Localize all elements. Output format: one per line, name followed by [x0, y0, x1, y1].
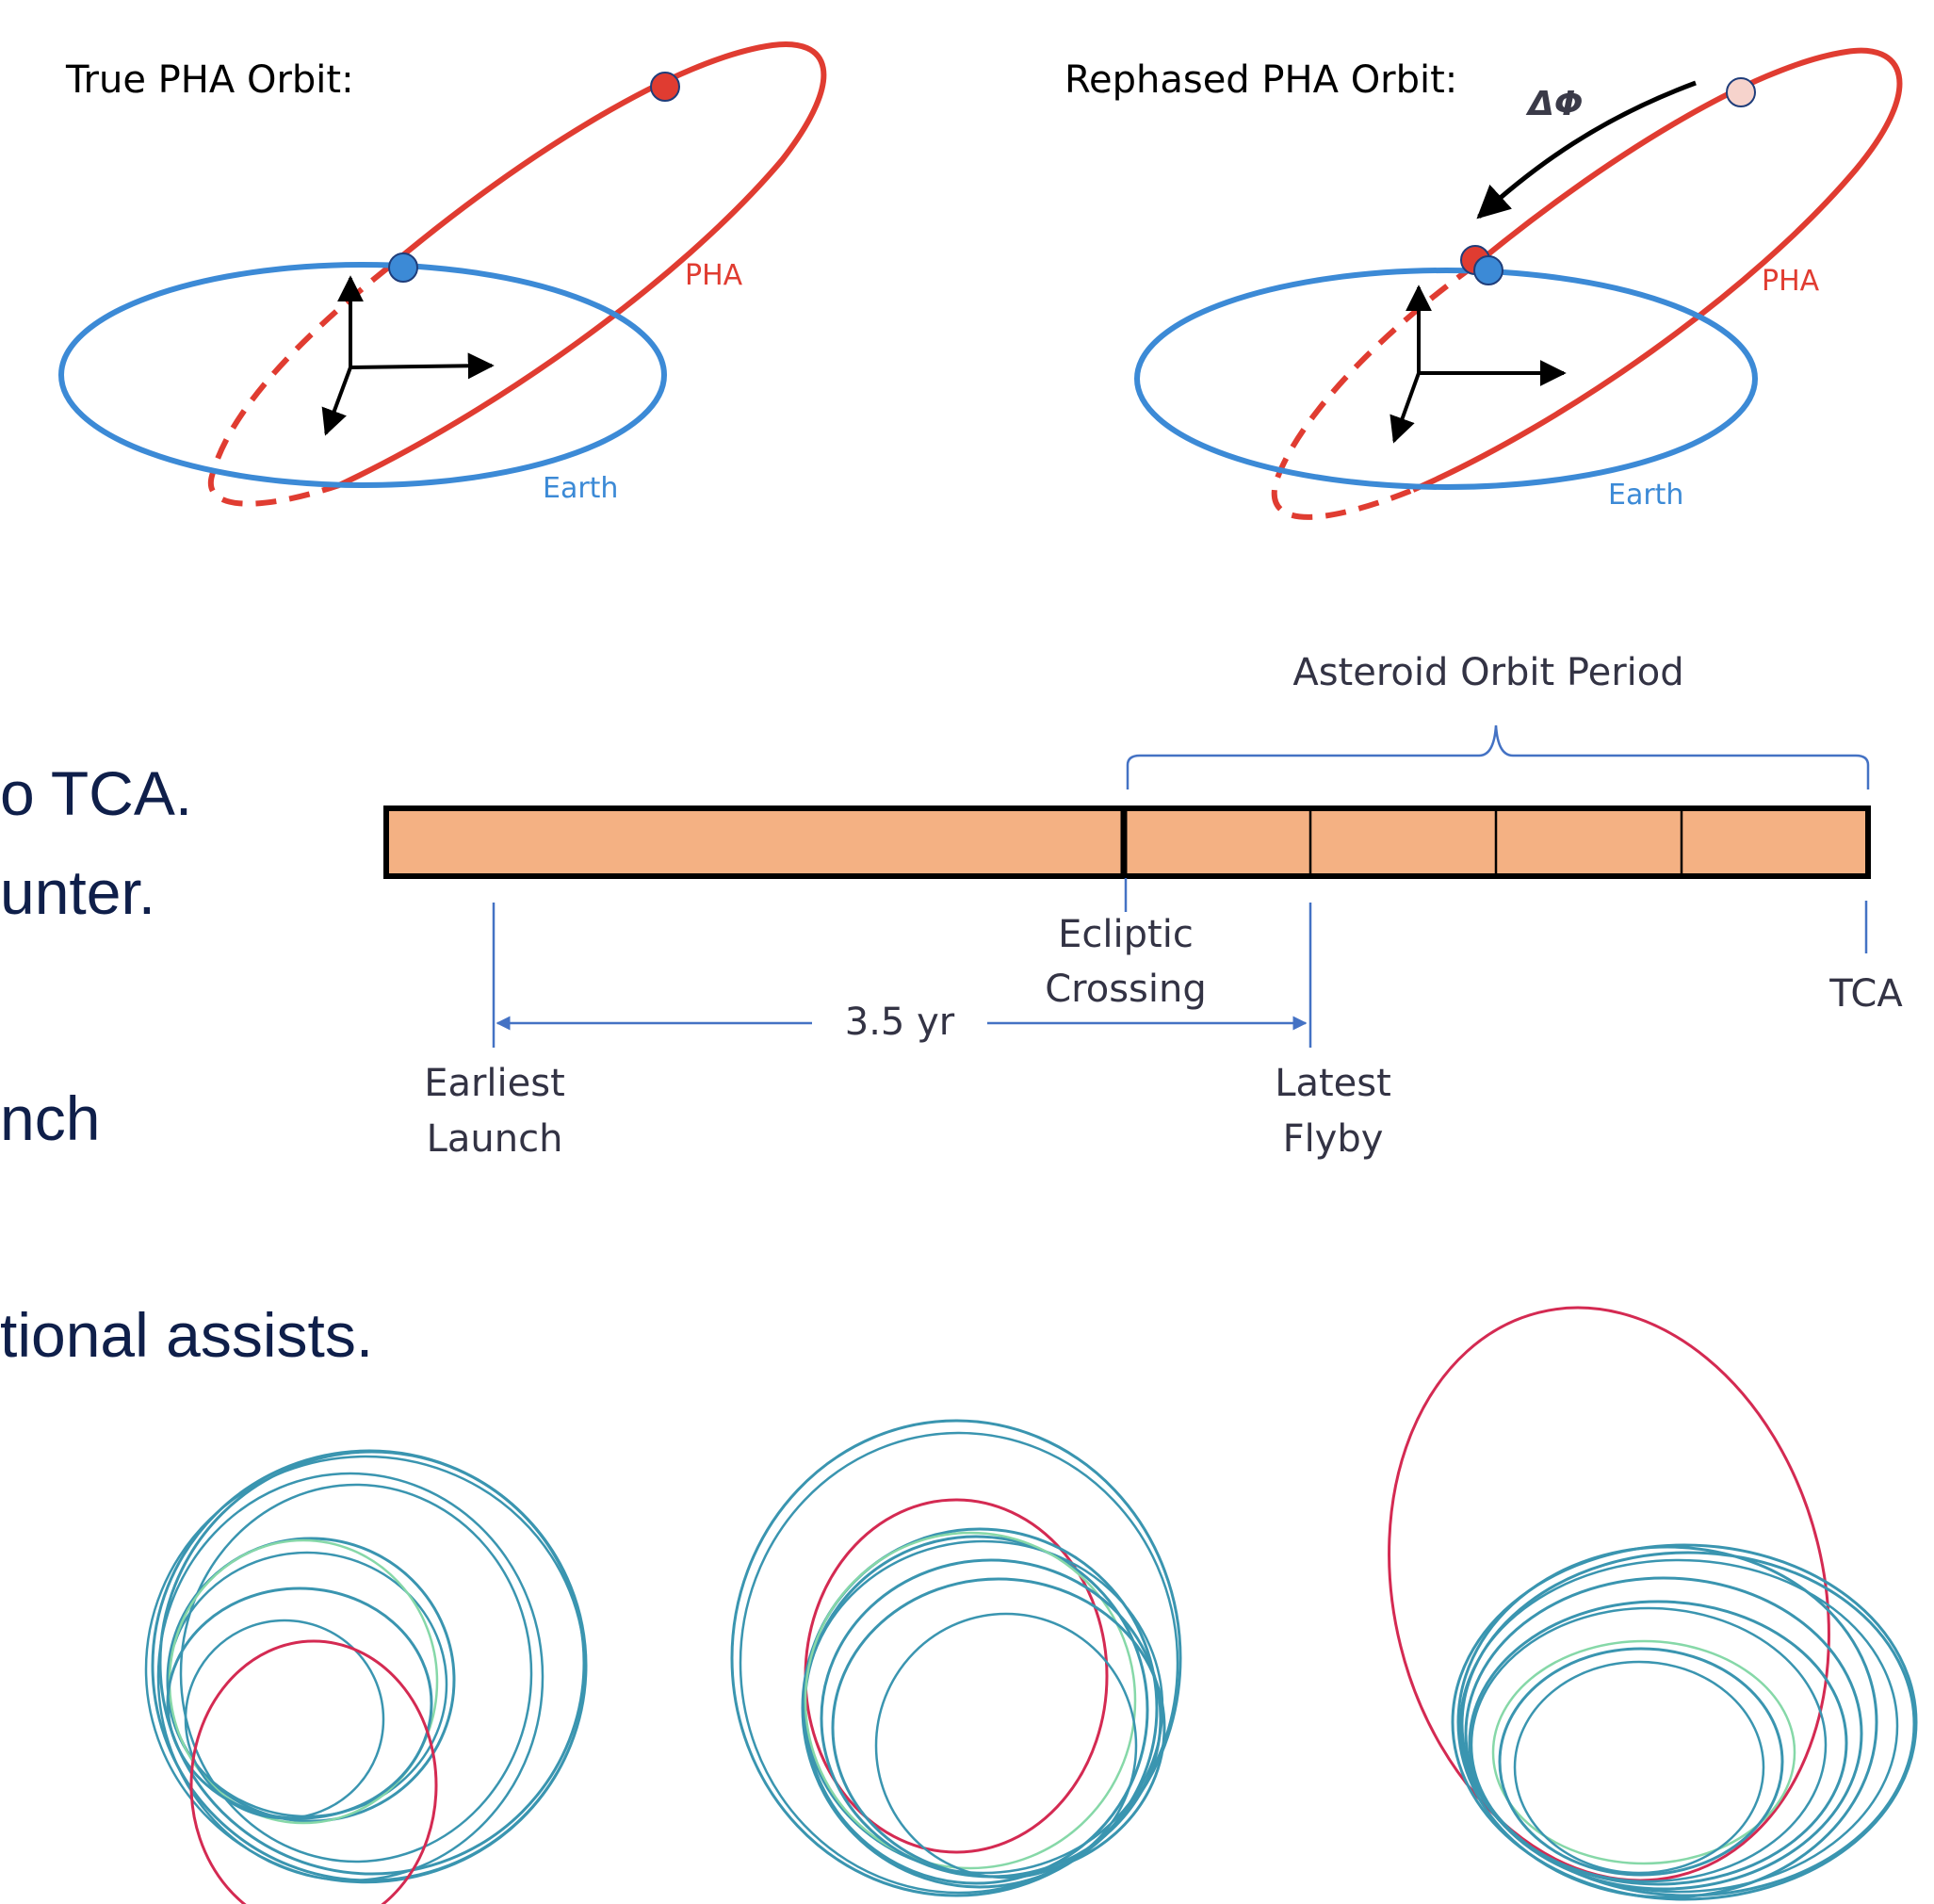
earth-label: Earth: [543, 472, 618, 505]
trajectory-orbit: [1513, 1660, 1765, 1875]
target-orbit: [804, 1498, 1109, 1854]
pha-original-position: [1726, 77, 1756, 107]
trajectory-orbit: [158, 1450, 586, 1876]
earliest-launch-label-1: Earliest: [424, 1062, 565, 1105]
trajectory-orbit: [1456, 1545, 1878, 1899]
slide-fragment-4: tional assists.: [0, 1300, 373, 1370]
pha-body: [650, 72, 680, 102]
axis-y: [321, 366, 352, 436]
slide-fragment-1: o TCA.: [0, 758, 192, 828]
ecliptic-crossing-label-1: Ecliptic: [1058, 913, 1194, 956]
axis-y: [1390, 372, 1421, 444]
slide-fragment-3: nch: [0, 1083, 100, 1153]
pha-orbit-hidden-arc: [1271, 263, 1476, 520]
trajectory-plot-1: [144, 1449, 588, 1904]
trajectory-orbit: [1468, 1600, 1848, 1886]
earliest-launch-label-2: Launch: [427, 1117, 563, 1161]
pha-label: PHA: [1762, 265, 1820, 298]
earth-body: [388, 252, 418, 283]
pha-orbit-visible-arc: [1411, 47, 1903, 493]
trajectory-orbit: [803, 1535, 1149, 1885]
trajectory-orbit: [1464, 1576, 1863, 1891]
trajectory-orbit: [151, 1449, 588, 1882]
earth-orbit: [58, 262, 667, 488]
slide-fragment-2: unter.: [0, 857, 155, 927]
timeline: Asteroid Orbit Period 3.5 yr Ecliptic Cr…: [383, 651, 1903, 1161]
slide-text-fragments: o TCA. unter. nch tional assists.: [0, 758, 373, 1370]
trajectory-orbit: [1458, 1558, 1899, 1894]
latest-flyby-label-2: Flyby: [1283, 1117, 1384, 1161]
asteroid-period-label: Asteroid Orbit Period: [1292, 651, 1683, 694]
true-orbit-title: True PHA Orbit:: [65, 58, 354, 102]
ecliptic-crossing-label-2: Crossing: [1045, 968, 1207, 1011]
rephased-orbit-diagram: Rephased PHA Orbit: ΔΦ PHA Earth: [1065, 47, 1903, 520]
pha-orbit-hidden-arc: [207, 265, 390, 507]
trajectory-plot-2: [730, 1419, 1182, 1897]
pha-label: PHA: [685, 259, 743, 292]
asteroid-period-brace: [1126, 724, 1870, 789]
delta-phi-label: ΔΦ: [1525, 85, 1583, 123]
trajectory-plot-3: [1388, 1306, 1918, 1901]
duration-label: 3.5 yr: [845, 1001, 955, 1044]
trajectory-orbit: [1498, 1647, 1784, 1877]
earth-orbit-track: [1491, 1639, 1796, 1865]
target-orbit: [1388, 1306, 1830, 1882]
true-orbit-diagram: True PHA Orbit: PHA Earth: [58, 41, 827, 507]
tca-label: TCA: [1828, 972, 1903, 1016]
trajectory-orbit: [1470, 1606, 1828, 1883]
target-orbit: [189, 1639, 438, 1904]
trajectory-orbit: [739, 1431, 1179, 1895]
earth-orbit: [1134, 268, 1758, 490]
earth-label: Earth: [1608, 479, 1683, 512]
pha-orbit-visible-arc: [337, 41, 827, 488]
phase-shift-arrow: [1476, 80, 1697, 220]
trajectory-orbit: [184, 1619, 385, 1820]
earth-orbit-track: [804, 1531, 1137, 1870]
trajectory-orbit: [874, 1612, 1138, 1880]
trajectory-orbit: [1451, 1543, 1918, 1901]
trajectory-orbit: [831, 1577, 1166, 1879]
earth-body: [1473, 255, 1503, 285]
latest-flyby-label-1: Latest: [1275, 1062, 1391, 1105]
trajectory-orbit: [179, 1483, 533, 1863]
trajectory-orbit: [166, 1587, 433, 1820]
trajectory-orbit: [801, 1527, 1159, 1889]
rephased-orbit-title: Rephased PHA Orbit:: [1065, 58, 1457, 102]
trajectory-orbit: [144, 1455, 587, 1884]
trajectory-orbit: [730, 1419, 1182, 1897]
trajectory-orbit: [156, 1472, 544, 1882]
axis-x: [349, 352, 495, 380]
